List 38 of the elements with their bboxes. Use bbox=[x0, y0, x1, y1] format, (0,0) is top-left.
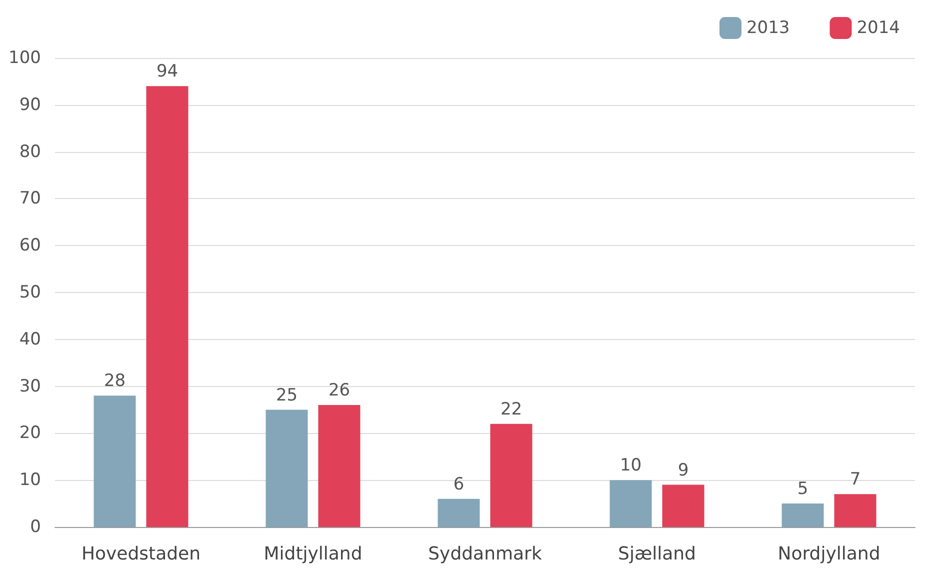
y-tick-label: 50 bbox=[19, 282, 41, 302]
y-tick-label: 10 bbox=[19, 470, 41, 490]
data-label: 6 bbox=[453, 474, 464, 494]
legend-label: 2014 bbox=[856, 18, 900, 38]
bar bbox=[94, 396, 136, 527]
data-label: 26 bbox=[328, 380, 350, 401]
bar bbox=[610, 480, 652, 527]
data-label: 9 bbox=[678, 460, 689, 480]
bar bbox=[782, 504, 824, 527]
x-tick-label: Nordjylland bbox=[778, 544, 880, 564]
x-tick-label: Hovedstaden bbox=[81, 544, 201, 564]
data-label: 10 bbox=[620, 456, 642, 476]
y-tick-label: 80 bbox=[19, 142, 41, 162]
bar bbox=[146, 86, 188, 527]
y-tick-label: 40 bbox=[19, 329, 41, 350]
data-label: 22 bbox=[500, 399, 522, 420]
data-label: 25 bbox=[276, 385, 298, 406]
y-tick-label: 70 bbox=[19, 188, 41, 209]
x-tick-label: Sjælland bbox=[618, 544, 696, 564]
bar bbox=[662, 484, 704, 527]
x-tick-label: Syddanmark bbox=[428, 544, 542, 564]
data-label: 7 bbox=[850, 470, 861, 490]
bar bbox=[266, 410, 308, 527]
y-tick-label: 100 bbox=[8, 48, 41, 68]
data-label: 94 bbox=[156, 62, 178, 82]
y-tick-label: 30 bbox=[19, 376, 41, 396]
y-tick-label: 90 bbox=[19, 94, 41, 115]
bar bbox=[318, 405, 360, 527]
y-tick-label: 60 bbox=[19, 236, 41, 256]
bar bbox=[490, 424, 532, 527]
bar bbox=[834, 494, 876, 527]
legend-label: 2013 bbox=[746, 18, 790, 38]
bar bbox=[438, 498, 480, 527]
data-label: 5 bbox=[797, 479, 808, 500]
y-tick-label: 20 bbox=[19, 423, 41, 444]
x-tick-label: Midtjylland bbox=[264, 544, 362, 564]
data-label: 28 bbox=[104, 371, 126, 392]
y-tick-label: 0 bbox=[30, 517, 41, 537]
